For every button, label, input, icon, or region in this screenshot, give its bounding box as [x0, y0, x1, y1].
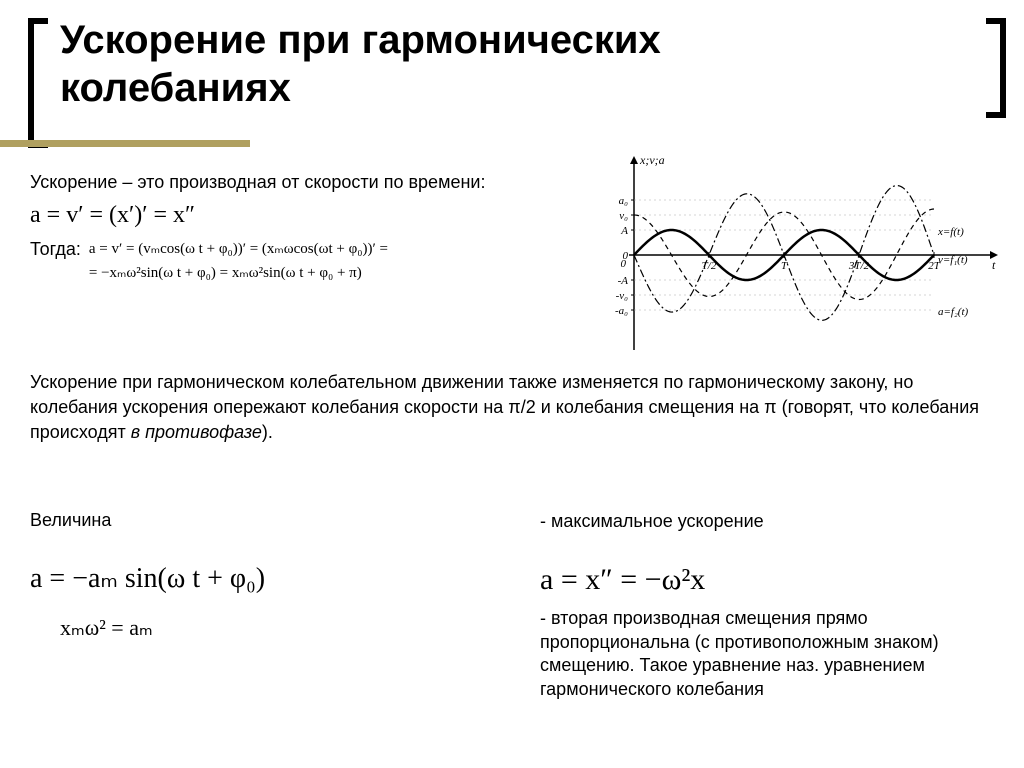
equation-a-sin: а = −аₘ sin(ω t + φ₀)	[30, 561, 510, 595]
svg-text:-a₀: -a₀	[615, 305, 628, 317]
derivative-note: - вторая производная смещения прямо проп…	[540, 607, 1000, 701]
equation-derivation: a = v′ = (vₘcos(ω t + φ₀))′ = (xₘωcos(ωt…	[89, 237, 388, 285]
bottom-left-block: Величина а = −аₘ sin(ω t + φ₀) xₘω² = аₘ	[30, 510, 510, 651]
svg-text:x=f(t): x=f(t)	[937, 226, 964, 238]
svg-text:x;v;a: x;v;a	[639, 153, 665, 167]
svg-text:v₀: v₀	[619, 210, 628, 222]
title-bracket-left	[28, 18, 48, 148]
svg-text:0: 0	[621, 258, 627, 270]
para-after: ).	[262, 422, 273, 442]
explanation-paragraph: Ускорение при гармоническом колебательно…	[30, 370, 990, 446]
para-emph: в противофазе	[131, 422, 262, 442]
equation-omega-squared: а = x″ = −ω²x	[540, 563, 1000, 597]
intro-block: Ускорение – это производная от скорости …	[30, 170, 550, 285]
equation-am: xₘω² = аₘ	[60, 615, 510, 641]
title-accent-bar	[0, 140, 250, 147]
svg-text:T: T	[781, 260, 788, 272]
equation-a-derivative: а = v′ = (x′)′ = x″	[30, 195, 550, 237]
eq2-line1: a = v′ = (vₘcos(ω t + φ₀))′ = (xₘωcos(ωt…	[89, 237, 388, 261]
page-title: Ускорение при гармонических колебаниях	[60, 16, 661, 112]
intro-text1: Ускорение – это производная от скорости …	[30, 170, 550, 195]
svg-text:t: t	[992, 258, 996, 272]
eq2-line2: = −xₘω²sin(ω t + φ₀) = xₘω²sin(ω t + φ₀ …	[89, 261, 388, 285]
svg-text:v=f₁(t): v=f₁(t)	[938, 254, 968, 266]
title-bracket-right	[986, 18, 1006, 118]
svg-text:a=f₂(t): a=f₂(t)	[938, 306, 969, 318]
svg-text:-v₀: -v₀	[616, 290, 629, 302]
bottom-right-block: - максимальное ускорение а = x″ = −ω²x -…	[540, 510, 1000, 701]
svg-text:A: A	[620, 225, 628, 237]
velichina-label: Величина	[30, 510, 510, 531]
title-line1: Ускорение при гармонических	[60, 18, 661, 62]
svg-text:-A: -A	[618, 275, 629, 287]
title-line2: колебаниях	[60, 66, 291, 110]
harmonic-waves-chart: x;v;ata₀v₀A0-A-v₀-a₀T/2T3T/22T0x=f(t)v=f…	[584, 150, 1004, 360]
svg-text:a₀: a₀	[619, 195, 629, 207]
intro-text2: Тогда:	[30, 237, 81, 262]
max-accel-label: - максимальное ускорение	[540, 510, 1000, 533]
